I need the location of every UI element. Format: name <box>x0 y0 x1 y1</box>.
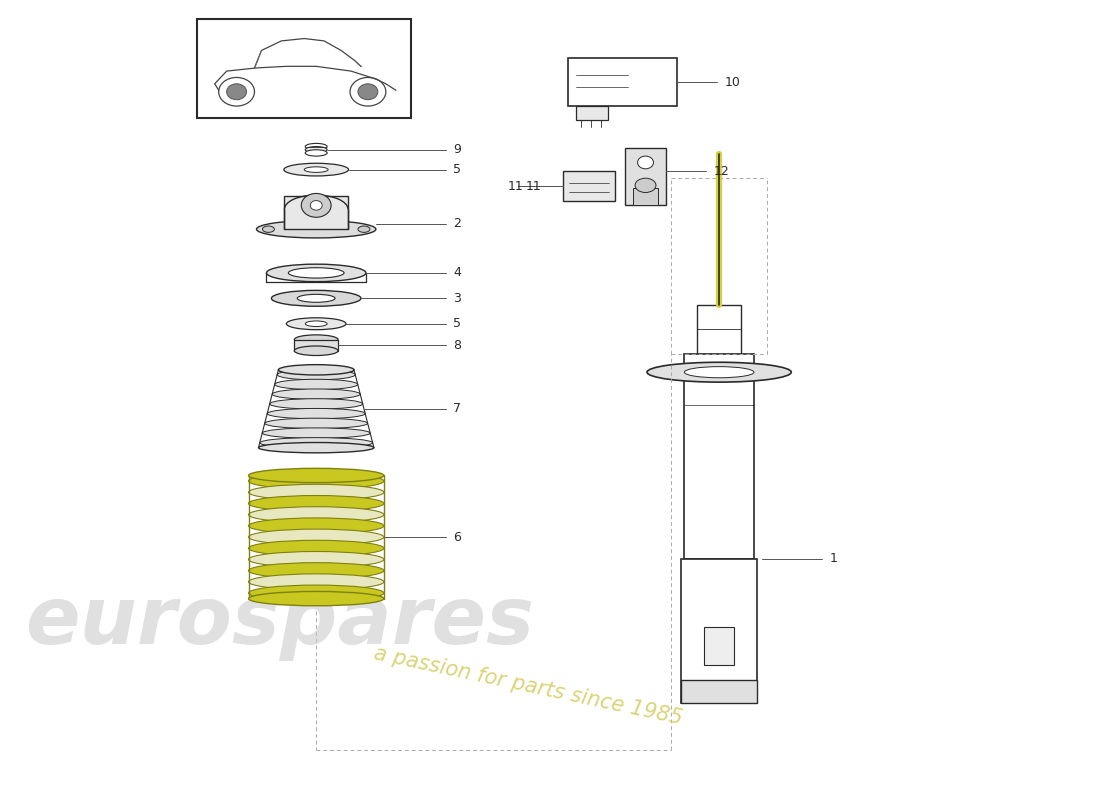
Bar <box>197 18 410 118</box>
Text: 3: 3 <box>453 292 461 305</box>
Ellipse shape <box>278 365 354 375</box>
Bar <box>697 305 741 354</box>
Bar <box>568 58 678 106</box>
Text: 7: 7 <box>453 402 462 415</box>
Ellipse shape <box>295 335 338 344</box>
Ellipse shape <box>263 226 274 232</box>
Bar <box>681 680 757 703</box>
Ellipse shape <box>249 468 384 482</box>
Ellipse shape <box>295 346 338 355</box>
Text: 12: 12 <box>714 165 730 178</box>
Text: 11: 11 <box>507 180 524 193</box>
Bar <box>625 148 667 206</box>
Ellipse shape <box>249 495 384 511</box>
Text: 2: 2 <box>453 217 461 230</box>
Text: 5: 5 <box>453 163 462 176</box>
Ellipse shape <box>288 268 344 278</box>
Ellipse shape <box>249 529 384 545</box>
Circle shape <box>638 156 653 169</box>
Ellipse shape <box>267 409 365 418</box>
Circle shape <box>358 84 378 100</box>
Ellipse shape <box>249 473 384 489</box>
Ellipse shape <box>249 562 384 578</box>
Ellipse shape <box>265 418 367 429</box>
Text: eurospares: eurospares <box>24 583 534 662</box>
Ellipse shape <box>256 221 376 238</box>
Ellipse shape <box>286 318 346 330</box>
Bar <box>632 188 658 206</box>
Ellipse shape <box>635 178 656 193</box>
Circle shape <box>350 78 386 106</box>
Text: 10: 10 <box>725 76 741 89</box>
Ellipse shape <box>647 362 791 382</box>
Circle shape <box>301 194 331 218</box>
Text: 5: 5 <box>453 318 462 330</box>
Bar <box>563 171 615 202</box>
Ellipse shape <box>258 442 374 453</box>
Ellipse shape <box>358 226 370 232</box>
Ellipse shape <box>305 143 327 150</box>
Ellipse shape <box>249 551 384 567</box>
Ellipse shape <box>684 366 754 378</box>
Bar <box>704 627 734 666</box>
Ellipse shape <box>284 163 349 176</box>
Ellipse shape <box>249 506 384 522</box>
Circle shape <box>219 78 254 106</box>
Ellipse shape <box>270 398 363 409</box>
FancyBboxPatch shape <box>284 196 348 229</box>
Ellipse shape <box>305 167 328 172</box>
Ellipse shape <box>305 150 327 156</box>
Ellipse shape <box>297 294 336 302</box>
Bar <box>684 354 754 559</box>
Ellipse shape <box>249 484 384 500</box>
Circle shape <box>227 84 246 100</box>
Bar <box>681 559 757 703</box>
Circle shape <box>310 201 322 210</box>
Bar <box>576 106 607 120</box>
Ellipse shape <box>249 574 384 590</box>
Ellipse shape <box>249 591 384 606</box>
Ellipse shape <box>260 438 373 448</box>
Ellipse shape <box>249 518 384 534</box>
Ellipse shape <box>272 290 361 306</box>
FancyBboxPatch shape <box>295 340 338 350</box>
Text: a passion for parts since 1985: a passion for parts since 1985 <box>372 643 684 729</box>
Ellipse shape <box>262 428 371 438</box>
Ellipse shape <box>249 540 384 556</box>
Text: 6: 6 <box>453 530 461 543</box>
Text: 11: 11 <box>526 180 542 193</box>
Ellipse shape <box>272 389 360 399</box>
Ellipse shape <box>277 370 355 380</box>
Ellipse shape <box>305 321 327 326</box>
Ellipse shape <box>249 585 384 601</box>
Text: 1: 1 <box>829 552 837 566</box>
Ellipse shape <box>275 379 358 390</box>
Text: 9: 9 <box>453 143 461 156</box>
Ellipse shape <box>266 264 366 282</box>
Text: 8: 8 <box>453 338 462 352</box>
Ellipse shape <box>305 146 327 153</box>
Text: 4: 4 <box>453 266 461 279</box>
